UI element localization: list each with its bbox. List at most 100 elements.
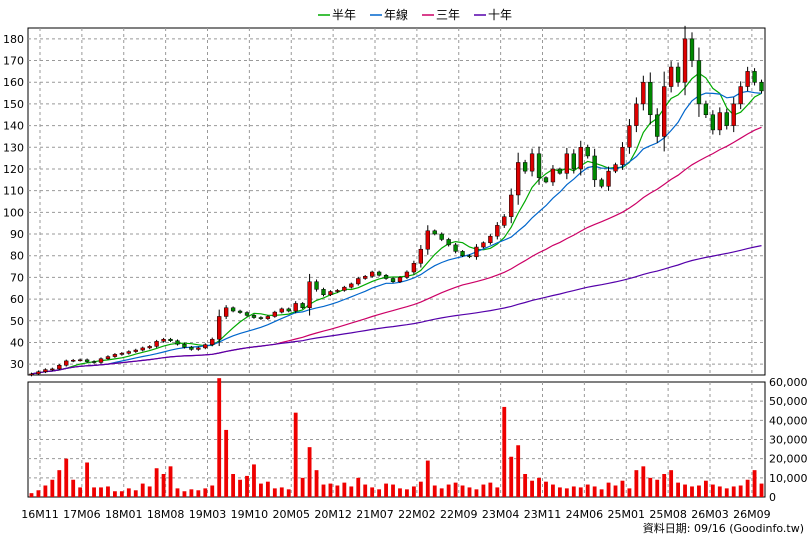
volume-bar [446,484,451,497]
candle-body [244,312,250,316]
candle-body [529,153,535,172]
candle-body [140,347,145,351]
volume-bar [460,485,465,497]
candle-body [488,235,493,243]
volume-tick-label: 20,000 [769,453,808,466]
legend-label-4: 十年 [488,8,512,22]
price-tick-label: 160 [3,76,24,89]
candle-body [516,162,521,196]
volume-bar [92,487,96,497]
volume-bar [245,475,249,497]
price-tick-label: 80 [10,250,24,263]
volume-bar [669,470,674,497]
x-tick-label: 20M05 [273,508,311,521]
x-tick-label: 21M07 [356,508,394,521]
price-tick-label: 50 [10,315,24,328]
candle-body [91,361,97,363]
candle-body [370,271,375,277]
volume-bar [112,491,117,497]
candle-body [223,307,229,317]
x-tick-label: 25M01 [608,508,646,521]
volume-bar [655,479,660,497]
candle-body [578,147,583,170]
candle-body [293,303,298,312]
volume-bar [370,487,375,497]
candle-body [682,38,688,83]
candle-body [50,368,55,371]
candle-body [446,239,451,246]
volume-bar [182,491,187,497]
volume-bar [36,490,41,497]
ma-line-2 [31,90,762,375]
candle-body [182,343,187,348]
x-tick-label: 17M06 [63,508,101,521]
candle-body [411,263,417,273]
candle-body [43,369,48,372]
ma-line-3 [31,126,762,375]
price-tick-label: 130 [3,141,24,154]
candle-body [627,125,632,148]
legend-label-1: 半年 [332,8,356,22]
x-tick-label: 23M04 [482,508,520,521]
candle-body [356,278,361,285]
volume-bar [453,482,458,497]
volume-bar [509,456,514,497]
volume-bar [398,488,402,497]
price-tick-label: 140 [3,120,24,133]
x-tick-label: 20M12 [314,508,352,521]
volume-bar [314,470,319,497]
candle-body [599,179,604,187]
volume-bar [238,479,242,497]
volume-bar [71,479,76,497]
candle-body [265,316,271,319]
candle-body [77,359,83,362]
candle-body [397,277,403,282]
volume-bar [537,477,541,497]
volume-bar [405,489,409,497]
candle-body [564,153,570,174]
volume-bar [578,487,583,497]
volume-bar [154,468,159,497]
volume-bar [321,484,326,497]
candle-body [585,147,590,157]
volume-bar [606,482,611,497]
legend-label-2: 年線 [384,7,408,22]
candle-body [557,168,563,174]
price-panel [27,27,766,376]
x-tick-label: 26M03 [691,508,729,521]
data-credit: 資料日期: 09/16 (Goodinfo.tw) [643,521,804,535]
volume-bar [328,483,333,497]
candle-body [710,114,716,131]
candle-body [300,303,305,309]
x-tick-label: 24M06 [566,508,604,521]
candle-body [689,38,695,61]
candle-body [376,271,382,276]
candle-body [383,274,389,279]
volume-bar [599,489,604,497]
candle-body [759,81,764,92]
volume-bar [592,486,597,497]
candle-body [237,310,243,313]
candle-body [745,71,750,87]
candle-body [724,112,729,126]
volume-bar [627,488,632,497]
candle-body [328,291,333,296]
volume-bar [571,486,576,497]
candle-body [641,81,646,105]
candle-body [536,153,542,178]
x-tick-label: 16M11 [21,508,59,521]
candle-body [432,230,437,235]
candle-body [655,114,660,137]
volume-bar [189,489,194,497]
candle-body [230,307,236,312]
candle-body [425,230,430,250]
candle-body [592,155,597,181]
ma-line-1 [31,72,762,375]
candle-body [210,338,215,345]
price-tick-label: 70 [10,271,24,284]
x-tick-label: 22M09 [440,508,478,521]
volume-bar [634,470,639,497]
volume-bar [641,466,646,497]
volume-bar [502,406,507,497]
